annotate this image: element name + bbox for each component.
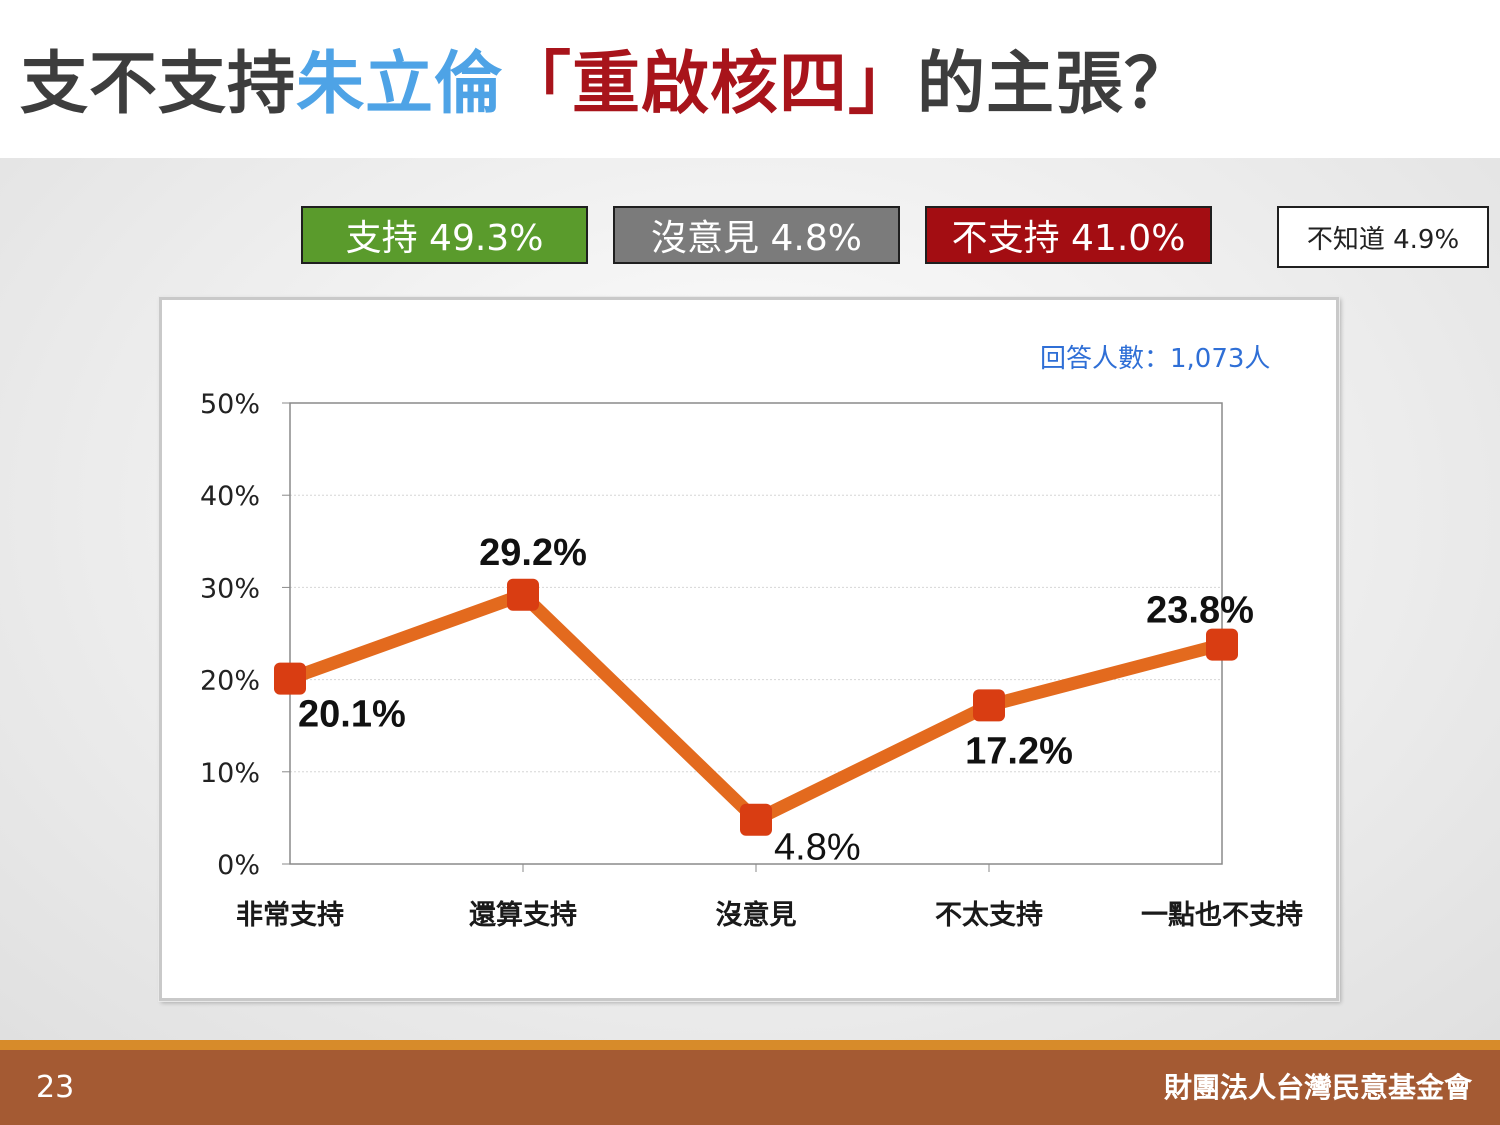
page-title: 支不支持朱立倫「重啟核四」的主張？	[20, 40, 1193, 130]
data-label: 20.1%	[298, 694, 406, 736]
x-tick-label: 不太支持	[935, 900, 1043, 931]
data-label: 29.2%	[479, 532, 587, 574]
title-bar: 支不支持朱立倫「重啟核四」的主張？	[0, 0, 1500, 158]
x-tick-label: 非常支持	[236, 900, 344, 931]
data-point	[1206, 628, 1238, 661]
data-label: 4.8%	[774, 827, 861, 869]
x-tick-label: 還算支持	[469, 899, 577, 931]
y-tick-label: 10%	[200, 758, 260, 789]
y-tick-label: 50%	[200, 389, 260, 420]
respondent-count: 回答人數：1,073人	[1040, 344, 1271, 374]
neutral-summary-box: 沒意見 4.8%	[613, 206, 900, 264]
page-number: 23	[36, 1070, 75, 1105]
data-label: 23.8%	[1146, 590, 1254, 632]
data-point	[274, 662, 306, 695]
title-part-person: 朱立倫	[296, 45, 504, 124]
data-point	[973, 689, 1005, 722]
oppose-summary-box: 不支持 41.0%	[925, 206, 1212, 264]
y-tick-label: 40%	[200, 481, 260, 512]
footer-bar	[0, 1050, 1500, 1125]
x-tick-label: 一點也不支持	[1141, 900, 1303, 931]
data-point	[740, 803, 772, 836]
y-tick-label: 20%	[200, 666, 260, 697]
title-part-topic: 「重啟核四」	[503, 45, 918, 124]
data-point	[507, 578, 539, 611]
title-part-end: 的主張？	[917, 45, 1194, 124]
x-tick-label: 沒意見	[716, 899, 797, 931]
series-line	[287, 588, 1224, 827]
y-tick-label: 30%	[200, 573, 260, 604]
support-summary-box: 支持 49.3%	[301, 206, 588, 264]
y-tick-label: 0%	[217, 850, 260, 881]
organization-name: 財團法人台灣民意基金會	[1163, 1071, 1472, 1104]
footer-accent-line	[0, 1040, 1500, 1050]
line-chart: 0% 10% 20% 30% 40% 50% 非常支持 還算支持 沒意見 不太支持 一點也不支持 20…	[200, 389, 1303, 931]
unknown-summary-box: 不知道 4.9%	[1277, 206, 1489, 268]
data-label: 17.2%	[965, 730, 1073, 772]
title-part-question: 支不支持	[20, 45, 297, 124]
